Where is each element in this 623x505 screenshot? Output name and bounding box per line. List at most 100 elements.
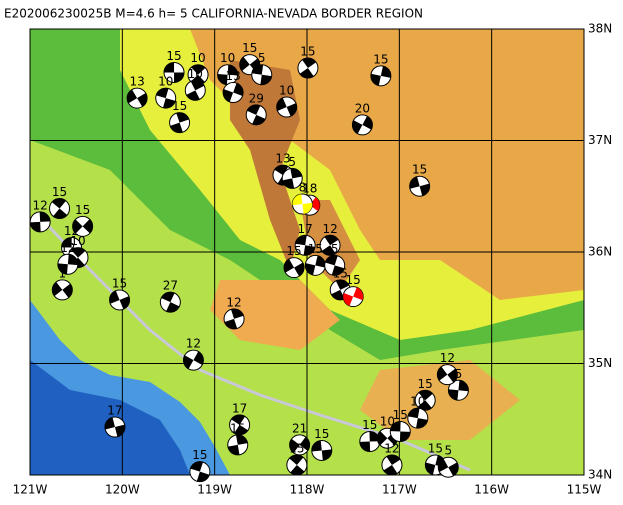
focal-mechanism (359, 431, 381, 453)
x-tick-label: 116W (474, 483, 509, 497)
quadrant (227, 444, 240, 455)
depth-label: 10 (380, 415, 395, 429)
x-tick-label: 119W (197, 483, 232, 497)
quadrant (30, 221, 41, 232)
quadrant (286, 103, 297, 117)
quadrant (299, 68, 314, 79)
depth-label: 18 (302, 182, 317, 196)
focal-mechanism (304, 254, 326, 276)
quadrant (191, 64, 206, 75)
quadrant (399, 431, 411, 442)
focal-mechanism (223, 308, 245, 330)
quadrant (302, 58, 317, 69)
quadrant (362, 116, 373, 130)
y-tick-label: 36N (588, 245, 612, 259)
depth-label: 13 (275, 152, 290, 166)
depth-label: 15 (333, 266, 348, 280)
quadrant (193, 351, 204, 366)
focal-mechanism (155, 87, 177, 109)
quadrant (230, 308, 244, 319)
focal-mechanism (184, 79, 206, 101)
depth-label: 27 (163, 279, 178, 293)
quadrant (294, 262, 305, 277)
depth-label: 10 (279, 84, 294, 98)
quadrant (247, 104, 261, 115)
quadrant (190, 80, 205, 91)
x-tick-label: 120W (105, 483, 140, 497)
quadrant (447, 368, 458, 383)
depth-label: 13 (225, 69, 240, 83)
depth-label: 12 (322, 222, 337, 236)
depth-label: 15 (362, 418, 377, 432)
depth-label: 20 (355, 101, 370, 115)
quadrant (274, 165, 289, 176)
x-tick-label: 115W (567, 483, 602, 497)
depth-label: 15 (373, 52, 388, 66)
quadrant (176, 112, 190, 123)
focal-mechanism (189, 461, 211, 483)
quadrant (217, 74, 228, 85)
quadrant (174, 72, 185, 83)
quadrant (303, 245, 316, 256)
quadrant (359, 441, 371, 452)
focal-mechanism (72, 215, 94, 237)
quadrant (437, 366, 448, 381)
quadrant (82, 219, 93, 234)
focal-mechanism (109, 289, 131, 311)
quadrant (161, 292, 175, 303)
depth-label: 15 (172, 99, 187, 113)
quadrant (352, 120, 363, 134)
quadrant (282, 178, 295, 189)
quadrant (458, 380, 469, 392)
depth-label: 15 (393, 408, 408, 422)
quadrant (234, 424, 248, 435)
depth-label: 10 (190, 51, 205, 65)
quadrant (231, 414, 246, 425)
quadrant (137, 92, 148, 107)
focal-mechanism (351, 114, 373, 136)
quadrant (290, 168, 303, 179)
quadrant (53, 208, 68, 219)
depth-label: 12 (33, 198, 48, 212)
depth-label: 15 (428, 441, 443, 455)
depth-label: 12 (186, 337, 201, 351)
quadrant (224, 318, 238, 329)
quadrant (239, 56, 250, 71)
depth-label: 15 (112, 276, 127, 290)
focal-mechanism (49, 198, 71, 220)
focal-mechanism (251, 64, 273, 86)
depth-label: 17 (232, 401, 247, 415)
focal-mechanism (297, 57, 319, 79)
quadrant (325, 255, 338, 266)
quadrant (311, 440, 322, 452)
quadrant (236, 434, 248, 445)
quadrant (72, 219, 83, 234)
quadrant (284, 258, 295, 273)
depth-label: 10 (220, 51, 235, 65)
quadrant (223, 89, 234, 102)
quadrant (302, 202, 313, 214)
quadrant (39, 211, 51, 222)
focal-mechanism (159, 291, 181, 313)
depth-label: 15 (242, 41, 257, 55)
quadrant (321, 245, 336, 256)
quadrant (119, 296, 130, 310)
focal-mechanism (342, 286, 364, 308)
quadrant (109, 290, 120, 304)
focal-mechanism (381, 454, 403, 476)
y-tick-label: 34N (588, 468, 612, 482)
quadrant (252, 114, 266, 125)
quadrant (233, 83, 244, 96)
quadrant (370, 73, 381, 86)
quadrant (448, 462, 459, 476)
focal-mechanism (245, 104, 267, 126)
focal-mechanism (370, 65, 392, 87)
quadrant (164, 62, 175, 73)
focal-mechanism (319, 234, 341, 256)
focal-mechanism (217, 64, 239, 86)
quadrant (448, 389, 459, 401)
quadrant (51, 198, 66, 209)
quadrant (67, 254, 78, 266)
quadrant (409, 176, 420, 189)
quadrant (418, 390, 433, 401)
